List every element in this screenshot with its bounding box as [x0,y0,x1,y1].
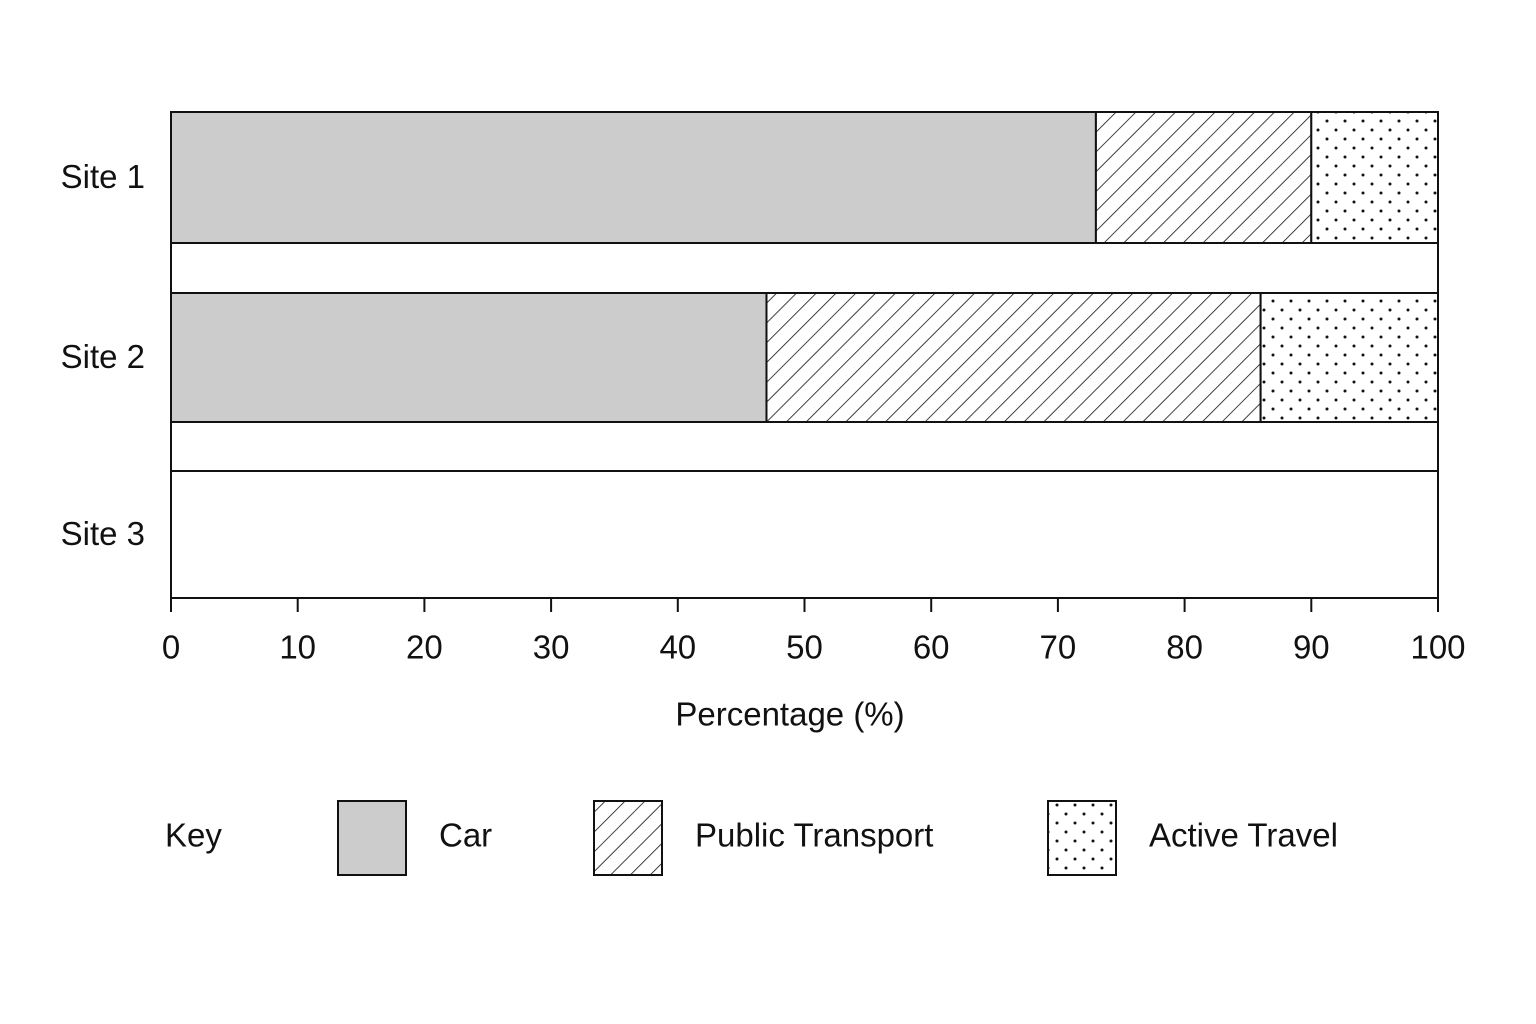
legend-swatch [593,800,663,876]
x-tick-label: 20 [406,629,443,666]
x-tick-label: 60 [913,629,950,666]
x-axis-label: Percentage (%) [675,696,904,733]
x-tick-label: 70 [1040,629,1077,666]
legend-label: Active Travel [1149,817,1338,854]
bar-segment [170,292,768,423]
x-tick-label: 100 [1410,629,1465,666]
y-tick-label: Site 3 [61,515,145,552]
legend-swatch [1047,800,1117,876]
bar-segment [1310,111,1440,244]
legend-label: Car [439,817,492,854]
y-tick-label: Site 1 [61,158,145,195]
legend-label: Public Transport [695,817,933,854]
x-tick-label: 40 [659,629,696,666]
y-tick-label: Site 2 [61,338,145,375]
bar-segment [170,111,1097,244]
x-tick-label: 10 [279,629,316,666]
x-tick-label: 30 [533,629,570,666]
legend-title: Key [165,817,222,854]
x-tick-label: 90 [1293,629,1330,666]
x-tick-label: 0 [162,629,180,666]
bar-segment [1259,292,1439,423]
bar-segment [765,292,1262,423]
legend-swatch [337,800,407,876]
bar-segment [1094,111,1313,244]
x-tick-label: 80 [1166,629,1203,666]
x-tick-label: 50 [786,629,823,666]
